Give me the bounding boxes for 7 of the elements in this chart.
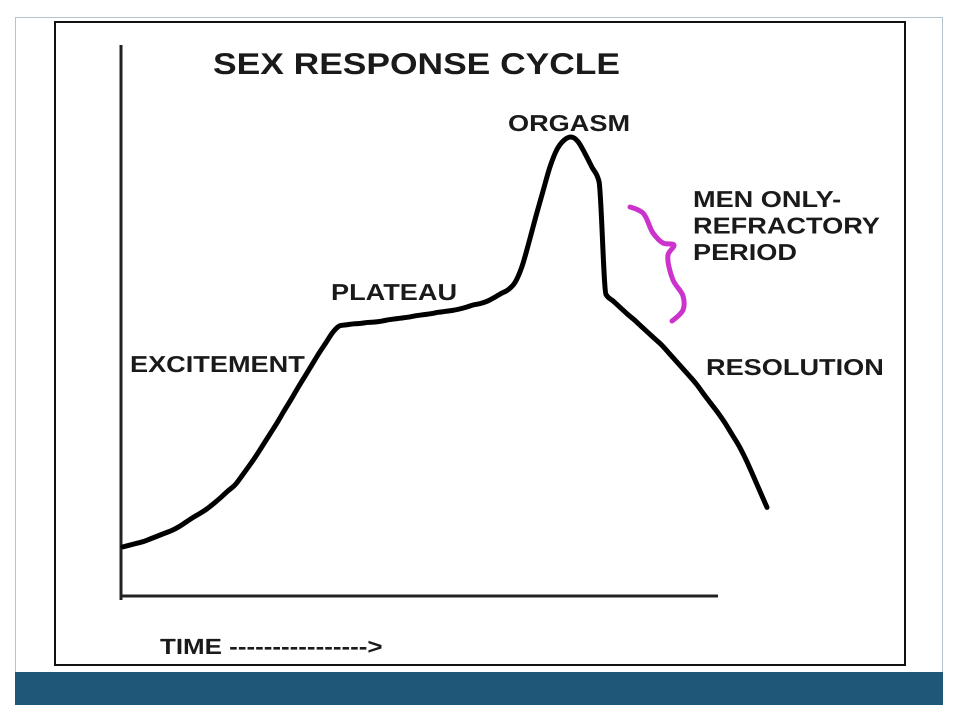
annotation: PLATEAU bbox=[331, 280, 458, 306]
chart-title: SEX RESPONSE CYCLE bbox=[213, 46, 620, 80]
annotation: RESOLUTION bbox=[706, 354, 884, 380]
annotation: EXCITEMENT bbox=[130, 352, 306, 378]
annotation: MEN ONLY- REFRACTORY PERIOD bbox=[693, 186, 880, 266]
text: ORGASM bbox=[508, 110, 630, 136]
x-axis-title: TIME ----------------> bbox=[160, 634, 383, 660]
